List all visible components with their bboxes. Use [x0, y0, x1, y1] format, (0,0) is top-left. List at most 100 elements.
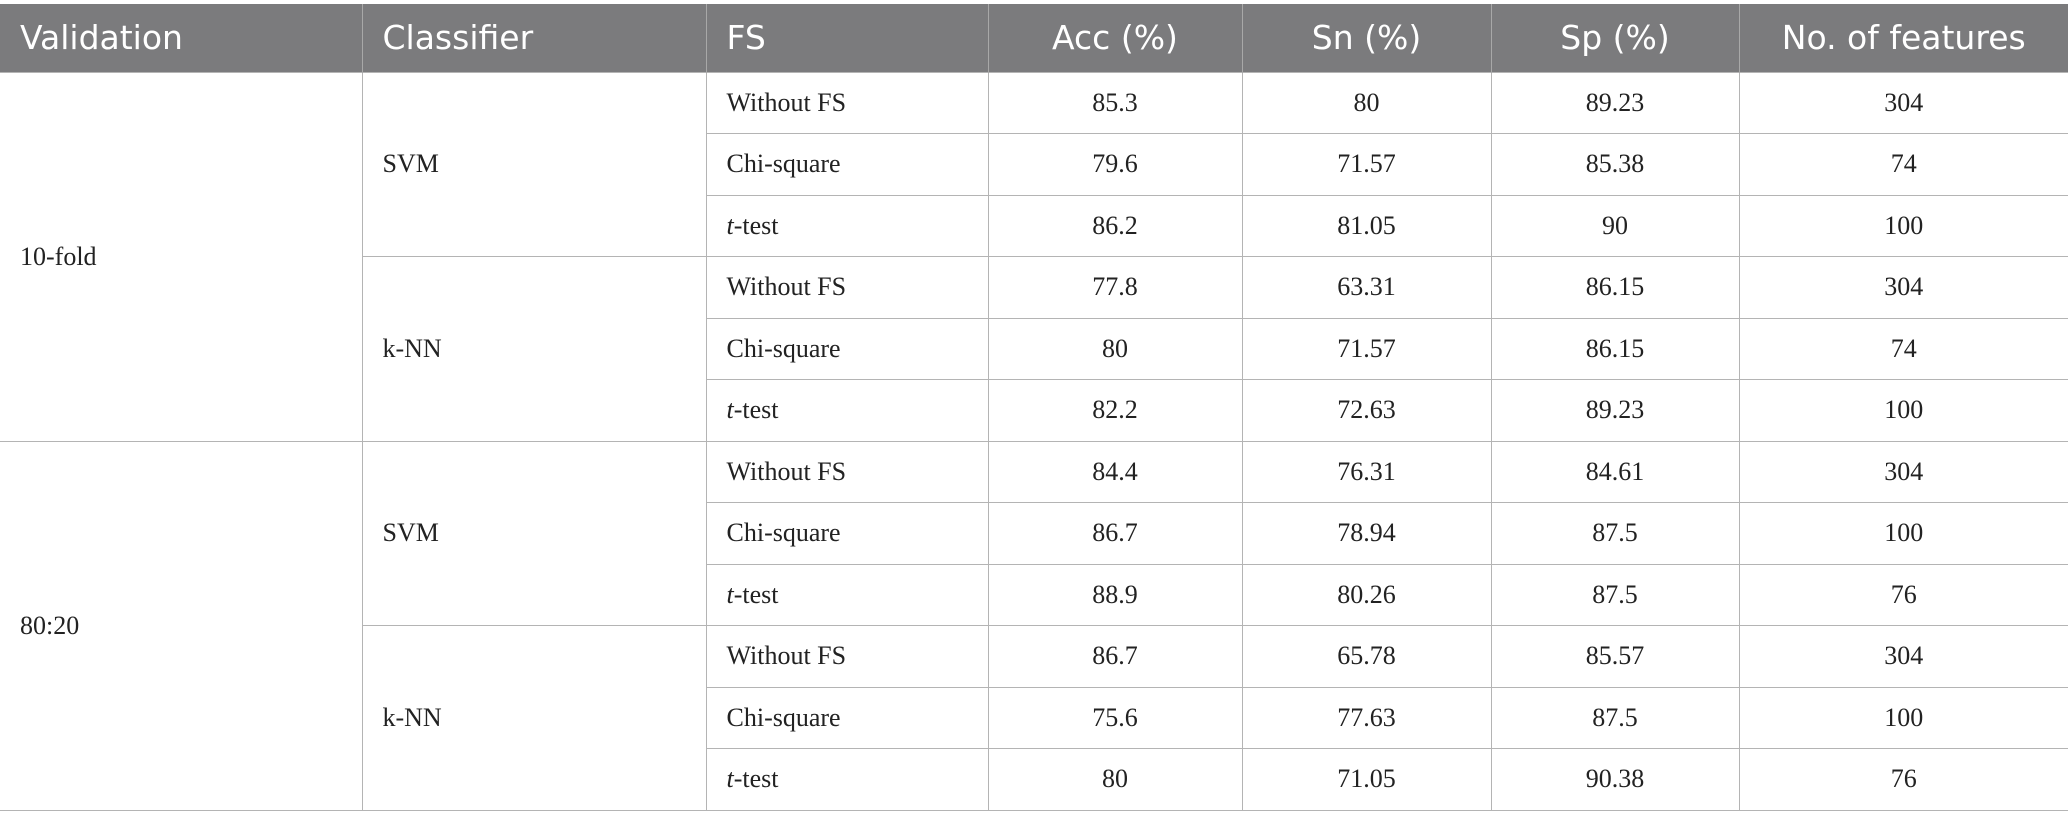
fs-text: -test [733, 764, 779, 794]
sp-cell: 85.57 [1490, 625, 1740, 688]
classifier-cell: k-NN [362, 256, 707, 442]
header-classifier: Classifier [362, 4, 707, 72]
fs-cell: Without FS [705, 256, 989, 319]
sn-cell: 80.26 [1241, 563, 1492, 626]
sn-cell: 63.31 [1241, 256, 1492, 319]
fs-cell: t-test [706, 748, 989, 811]
table-header: Validation Classifier FS Acc (%) Sn (%) … [0, 4, 2068, 72]
table-row: t-test 82.2 72.63 89.23 100 [0, 379, 2068, 442]
classifier-cell: k-NN [362, 625, 707, 811]
sn-cell: 78.94 [1241, 502, 1492, 565]
fs-cell: Without FS [705, 625, 989, 688]
fs-text: Chi-square [726, 518, 841, 548]
fs-cell: t-test [706, 379, 989, 442]
table-row: Chi-square 75.6 77.63 87.5 100 [0, 686, 2068, 749]
acc-cell: 79.6 [987, 133, 1243, 196]
header-sp: Sp (%) [1491, 4, 1740, 72]
number-of-features-cell: 304 [1738, 256, 2068, 319]
fs-text: Chi-square [726, 333, 841, 363]
number-of-features-cell: 76 [1738, 563, 2068, 626]
sp-cell: 90 [1490, 194, 1740, 257]
sp-cell: 87.5 [1490, 502, 1740, 565]
sp-cell: 89.23 [1490, 71, 1740, 134]
fs-italic-text: t [726, 579, 734, 609]
table-row: k-NN Without FS 86.7 65.78 85.57 304 [0, 625, 2068, 811]
fs-text: Without FS [726, 272, 847, 302]
sp-cell: 86.15 [1490, 256, 1740, 319]
sn-cell: 71.57 [1241, 133, 1492, 196]
header-validation: Validation [0, 4, 363, 72]
table-row: k-NN Without FS 77.8 63.31 86.15 304 [0, 256, 2068, 442]
number-of-features-cell: 304 [1738, 71, 2068, 134]
fs-cell: Chi-square [706, 686, 989, 749]
acc-cell: 80 [987, 317, 1243, 380]
acc-cell: 84.4 [987, 440, 1243, 503]
classifier-cell: SVM [361, 71, 707, 257]
fs-cell: Without FS [705, 71, 989, 134]
table-row: t-test 88.9 80.26 87.5 76 [0, 563, 2068, 626]
classifier-cell: SVM [361, 440, 707, 626]
fs-text: Without FS [726, 456, 847, 486]
sp-cell: 87.5 [1490, 563, 1740, 626]
sp-cell: 86.15 [1490, 317, 1740, 380]
acc-cell: 82.2 [987, 379, 1243, 442]
sn-cell: 81.05 [1241, 194, 1492, 257]
fs-text: Chi-square [726, 702, 841, 732]
table-body: 10-fold SVM Without FS 85.3 80 89.23 304 Chi-sq… [0, 71, 2068, 811]
table-row: 80:20 SVM Without FS 84.4 76.31 84.61 304 [0, 440, 2068, 811]
header-fs: FS [706, 4, 989, 72]
results-table: Validation Classifier FS Acc (%) Sn (%) … [0, 4, 2068, 811]
acc-cell: 88.9 [987, 563, 1243, 626]
fs-cell: Chi-square [706, 317, 989, 380]
fs-text: -test [733, 579, 779, 609]
fs-cell: t-test [706, 563, 989, 626]
validation-cell: 80:20 [0, 440, 363, 811]
number-of-features-cell: 100 [1738, 502, 2068, 565]
sn-cell: 71.05 [1241, 748, 1492, 811]
header-number-of-features: No. of features [1739, 4, 2068, 72]
number-of-features-cell: 100 [1738, 379, 2068, 442]
table-row: 10-fold SVM Without FS 85.3 80 89.23 304 [0, 71, 2068, 442]
header-acc: Acc (%) [988, 4, 1243, 72]
table-row: t-test 80 71.05 90.38 76 [0, 748, 2068, 811]
acc-cell: 86.7 [987, 625, 1243, 688]
validation-cell: 10-fold [0, 71, 363, 442]
number-of-features-cell: 76 [1738, 748, 2068, 811]
sn-cell: 65.78 [1241, 625, 1492, 688]
acc-cell: 77.8 [987, 256, 1243, 319]
header-row: Validation Classifier FS Acc (%) Sn (%) … [0, 4, 2068, 72]
fs-italic-text: t [726, 764, 734, 794]
number-of-features-cell: 100 [1738, 194, 2068, 257]
sn-cell: 71.57 [1241, 317, 1492, 380]
sp-cell: 90.38 [1490, 748, 1740, 811]
number-of-features-cell: 100 [1738, 686, 2068, 749]
fs-italic-text: t [726, 395, 734, 425]
acc-cell: 85.3 [987, 71, 1243, 134]
fs-cell: t-test [706, 194, 989, 257]
sp-cell: 87.5 [1490, 686, 1740, 749]
fs-cell: Chi-square [706, 133, 989, 196]
sn-cell: 77.63 [1241, 686, 1492, 749]
header-sn: Sn (%) [1242, 4, 1492, 72]
fs-text: Without FS [726, 87, 847, 117]
number-of-features-cell: 74 [1738, 317, 2068, 380]
table-row: Chi-square 79.6 71.57 85.38 74 [0, 133, 2068, 196]
fs-cell: Chi-square [706, 502, 989, 565]
acc-cell: 86.7 [987, 502, 1243, 565]
acc-cell: 75.6 [987, 686, 1243, 749]
sn-cell: 80 [1241, 71, 1492, 134]
fs-text: Without FS [726, 641, 847, 671]
table-row: Chi-square 80 71.57 86.15 74 [0, 317, 2068, 380]
fs-cell: Without FS [705, 440, 989, 503]
fs-text: Chi-square [726, 149, 841, 179]
number-of-features-cell: 304 [1738, 440, 2068, 503]
fs-text: -test [733, 395, 779, 425]
number-of-features-cell: 74 [1738, 133, 2068, 196]
sn-cell: 76.31 [1241, 440, 1492, 503]
sp-cell: 85.38 [1490, 133, 1740, 196]
fs-italic-text: t [726, 210, 734, 240]
acc-cell: 86.2 [987, 194, 1243, 257]
acc-cell: 80 [987, 748, 1243, 811]
sp-cell: 84.61 [1490, 440, 1740, 503]
fs-text: -test [733, 210, 779, 240]
